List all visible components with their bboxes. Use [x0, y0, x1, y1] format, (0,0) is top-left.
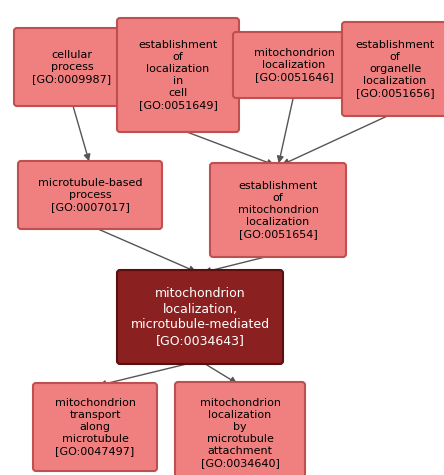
- FancyBboxPatch shape: [175, 382, 305, 475]
- Text: cellular
process
[GO:0009987]: cellular process [GO:0009987]: [32, 50, 111, 84]
- Text: mitochondrion
localization
by
microtubule
attachment
[GO:0034640]: mitochondrion localization by microtubul…: [199, 398, 281, 468]
- FancyBboxPatch shape: [14, 28, 130, 106]
- Text: establishment
of
mitochondrion
localization
[GO:0051654]: establishment of mitochondrion localizat…: [238, 181, 318, 239]
- Text: microtubule-based
process
[GO:0007017]: microtubule-based process [GO:0007017]: [38, 178, 142, 212]
- FancyBboxPatch shape: [117, 18, 239, 132]
- FancyBboxPatch shape: [233, 32, 355, 98]
- FancyBboxPatch shape: [210, 163, 346, 257]
- Text: mitochondrion
localization
[GO:0051646]: mitochondrion localization [GO:0051646]: [254, 48, 334, 82]
- Text: mitochondrion
transport
along
microtubule
[GO:0047497]: mitochondrion transport along microtubul…: [55, 398, 135, 456]
- Text: establishment
of
organelle
localization
[GO:0051656]: establishment of organelle localization …: [355, 40, 435, 98]
- Text: establishment
of
localization
in
cell
[GO:0051649]: establishment of localization in cell [G…: [139, 40, 218, 110]
- FancyBboxPatch shape: [33, 383, 157, 471]
- Text: mitochondrion
localization,
microtubule-mediated
[GO:0034643]: mitochondrion localization, microtubule-…: [131, 287, 270, 347]
- FancyBboxPatch shape: [18, 161, 162, 229]
- FancyBboxPatch shape: [342, 22, 444, 116]
- FancyBboxPatch shape: [117, 270, 283, 364]
